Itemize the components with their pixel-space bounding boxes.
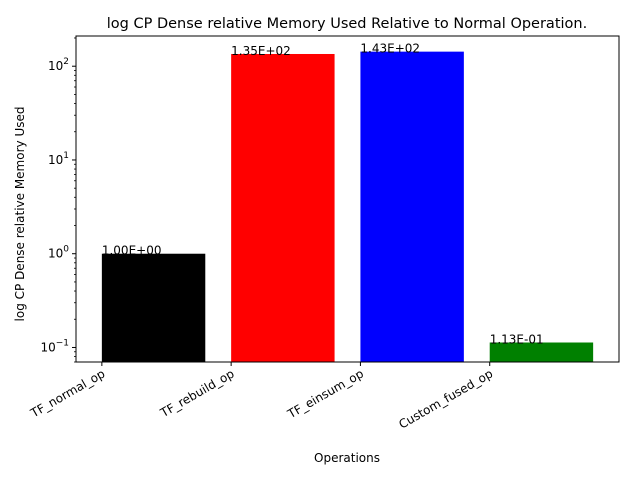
x-tick-label: TF_normal_op [27,366,107,420]
y-axis-label: log CP Dense relative Memory Used [13,107,27,322]
y-tick-label: 10−1 [40,338,69,354]
data-label: 1.43E+02 [360,42,420,56]
x-tick-label: TF_rebuild_op [157,366,237,420]
y-tick-label: 101 [48,151,69,167]
plot-area: 10−1 100 101 102 TF_normal_op 1.00E+00 TF_rebu… [27,35,620,432]
bar-Custom_fused_op [489,342,594,362]
data-label: 1.13E-01 [490,333,544,347]
x-tick-label: Custom_fused_op [396,366,495,431]
x-tick-label: TF_einsum_op [284,366,366,421]
x-axis-label: Operations [314,451,380,465]
chart-title: log CP Dense relative Memory Used Relati… [107,16,587,32]
bar-TF_normal_op [101,253,206,362]
bar-TF_einsum_op [360,51,464,362]
axes-frame [75,35,620,363]
y-tick-label: 100 [48,245,69,261]
data-label: 1.35E+02 [231,44,291,58]
data-label: 1.00E+00 [102,244,162,258]
y-tick-label: 102 [48,57,69,73]
bar-TF_rebuild_op [231,53,335,363]
